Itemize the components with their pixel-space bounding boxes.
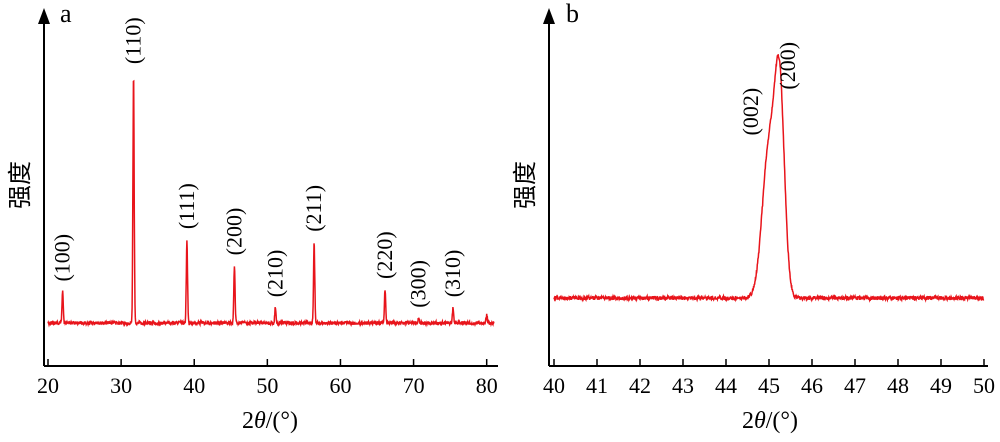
peak-label: (002) [738, 88, 763, 136]
peak-label: (200) [775, 42, 800, 90]
y-axis-label: 强度 [6, 161, 34, 209]
peak-label: (310) [440, 250, 465, 298]
peak-label: (200) [221, 208, 246, 256]
x-tick-label: 47 [844, 373, 866, 398]
y-axis-arrow [543, 8, 555, 24]
x-tick-label: 50 [256, 373, 278, 398]
x-tick-label: 40 [543, 373, 565, 398]
x-tick-label: 30 [110, 373, 132, 398]
x-tick-label: 20 [37, 373, 59, 398]
peak-label: (210) [262, 250, 287, 298]
x-tick-label: 43 [672, 373, 694, 398]
x-axis-label: 2θ/(°) [242, 408, 298, 434]
x-tick-label: 44 [715, 373, 737, 398]
x-tick-label: 45 [758, 373, 780, 398]
x-tick-label: 80 [476, 373, 498, 398]
x-tick-label: 50 [973, 373, 995, 398]
peak-label: (220) [372, 231, 397, 279]
x-tick-label: 70 [403, 373, 425, 398]
x-tick-label: 60 [329, 373, 351, 398]
panel-b: 40 41 42 43 44 45 46 47 48 49 50 b 强度 2θ/(°) (002) (200… [511, 0, 995, 434]
data-series-line [553, 54, 985, 303]
x-axis-label: 2θ/(°) [742, 408, 798, 434]
x-tick-label: 40 [183, 373, 205, 398]
y-axis-label: 强度 [511, 161, 539, 209]
x-tick-label: 48 [887, 373, 909, 398]
x-tick-label: 49 [930, 373, 952, 398]
peak-label: (111) [174, 183, 199, 229]
panel-letter: a [60, 0, 72, 28]
panel-a: 20 30 40 50 60 70 80 a 强度 2θ/(°) (100) (110) (111) (2… [6, 0, 498, 434]
peak-label: (110) [121, 17, 146, 64]
data-series-line [47, 79, 495, 328]
panel-letter: b [566, 0, 579, 28]
x-tick-label: 46 [801, 373, 823, 398]
peak-label: (100) [50, 234, 75, 282]
y-axis-arrow [38, 8, 50, 24]
x-tick-label: 41 [586, 373, 608, 398]
x-tick-label: 42 [629, 373, 651, 398]
peak-label: (211) [301, 185, 326, 232]
peak-label: (300) [406, 260, 431, 308]
